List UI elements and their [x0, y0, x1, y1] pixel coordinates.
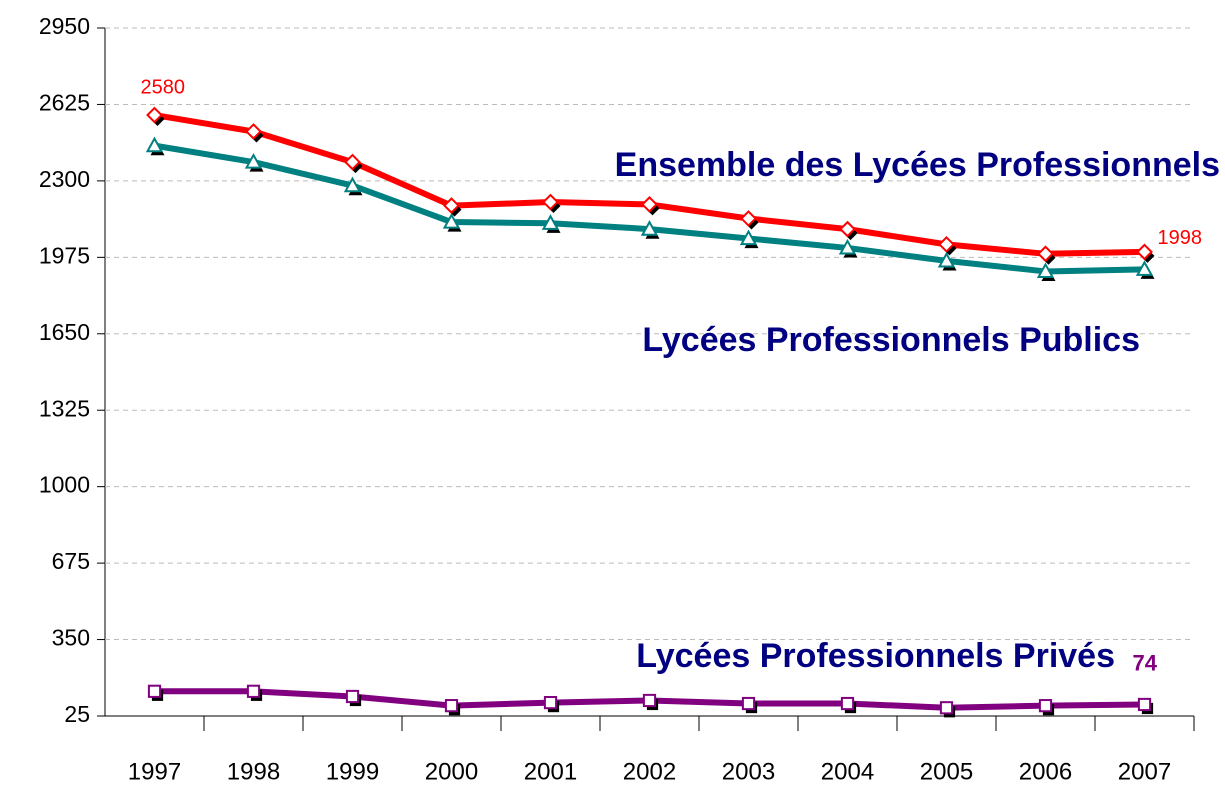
y-tick-label: 2950 — [39, 13, 90, 39]
y-tick-label: 1975 — [39, 242, 90, 268]
marker — [246, 684, 263, 701]
y-tick-label: 2625 — [39, 90, 90, 116]
marker — [444, 699, 461, 716]
y-tick-label: 350 — [52, 625, 90, 651]
marker-symbol — [1038, 699, 1053, 713]
marker — [245, 123, 264, 143]
marker — [1135, 260, 1155, 279]
x-tick-label: 2007 — [1118, 758, 1171, 785]
marker — [1036, 262, 1056, 282]
marker-symbol — [640, 220, 659, 236]
marker-symbol — [147, 684, 162, 698]
y-tick-label: 2300 — [39, 166, 90, 192]
marker-symbol — [1036, 262, 1055, 279]
marker — [543, 695, 560, 713]
data-label: 2580 — [141, 76, 186, 98]
marker — [938, 235, 957, 256]
marker-symbol — [541, 214, 560, 230]
marker-symbol — [343, 176, 362, 193]
y-tick-label: 1650 — [39, 319, 90, 345]
marker-symbol — [939, 701, 954, 715]
marker-symbol — [838, 238, 857, 255]
marker — [344, 153, 363, 174]
x-tick-label: 2004 — [821, 758, 874, 785]
marker — [542, 193, 561, 214]
marker — [839, 220, 858, 241]
marker-symbol — [345, 689, 360, 704]
marker — [541, 214, 561, 233]
marker-symbol — [839, 220, 856, 238]
marker-symbol — [245, 123, 262, 140]
marker — [939, 701, 956, 718]
marker-symbol — [641, 195, 658, 213]
marker-symbol — [543, 695, 558, 710]
marker — [642, 693, 659, 711]
marker — [840, 696, 857, 714]
x-tick-label: 2006 — [1019, 758, 1072, 785]
series-label: Lycées Professionnels Publics — [642, 321, 1140, 359]
series-label: Ensemble des Lycées Professionnels — [615, 146, 1220, 184]
marker — [145, 136, 165, 156]
marker-symbol — [938, 235, 955, 253]
marker-symbol — [244, 153, 263, 169]
marker-symbol — [444, 699, 459, 713]
y-tick-label: 675 — [52, 548, 90, 574]
marker — [741, 696, 758, 714]
marker-symbol — [246, 684, 261, 698]
marker-symbol — [442, 212, 461, 229]
marker — [443, 197, 462, 217]
marker — [442, 212, 462, 232]
x-tick-label: 1999 — [326, 758, 379, 785]
marker-symbol — [739, 229, 758, 246]
marker — [739, 229, 759, 249]
marker-symbol — [1137, 697, 1152, 712]
x-tick-label: 1998 — [227, 758, 280, 785]
marker — [1137, 697, 1154, 715]
data-label: 74 — [1133, 650, 1158, 675]
x-tick-label: 2005 — [920, 758, 973, 785]
x-tick-label: 2002 — [623, 758, 676, 785]
marker-symbol — [1136, 243, 1153, 261]
marker-symbol — [1135, 260, 1154, 276]
y-tick-label: 1325 — [39, 395, 90, 421]
marker-symbol — [146, 106, 163, 124]
marker-symbol — [443, 197, 460, 215]
x-tick-label: 2003 — [722, 758, 775, 785]
marker — [343, 176, 363, 196]
marker-symbol — [542, 193, 559, 211]
data-label: 1998 — [1158, 227, 1203, 249]
marker — [640, 220, 660, 239]
marker — [1037, 245, 1056, 265]
x-tick-label: 2001 — [524, 758, 577, 785]
series-label: Lycées Professionnels Privés — [636, 637, 1115, 675]
marker-symbol — [1037, 245, 1054, 263]
marker — [345, 689, 362, 707]
marker-symbol — [937, 251, 956, 268]
x-tick-label: 2000 — [425, 758, 478, 785]
marker-symbol — [741, 696, 756, 711]
y-tick-label: 25 — [64, 701, 90, 727]
marker — [146, 106, 165, 127]
marker — [740, 210, 759, 230]
marker-symbol — [840, 696, 855, 711]
marker — [838, 238, 858, 258]
marker — [147, 684, 164, 701]
marker — [641, 195, 660, 216]
marker — [1136, 243, 1155, 263]
marker — [1038, 699, 1055, 716]
marker-symbol — [145, 136, 164, 153]
marker-symbol — [740, 210, 757, 227]
marker-symbol — [642, 693, 657, 708]
marker-symbol — [344, 153, 361, 171]
y-tick-label: 1000 — [39, 472, 90, 498]
x-tick-label: 1997 — [128, 758, 181, 785]
marker — [244, 153, 264, 172]
marker — [937, 251, 957, 271]
